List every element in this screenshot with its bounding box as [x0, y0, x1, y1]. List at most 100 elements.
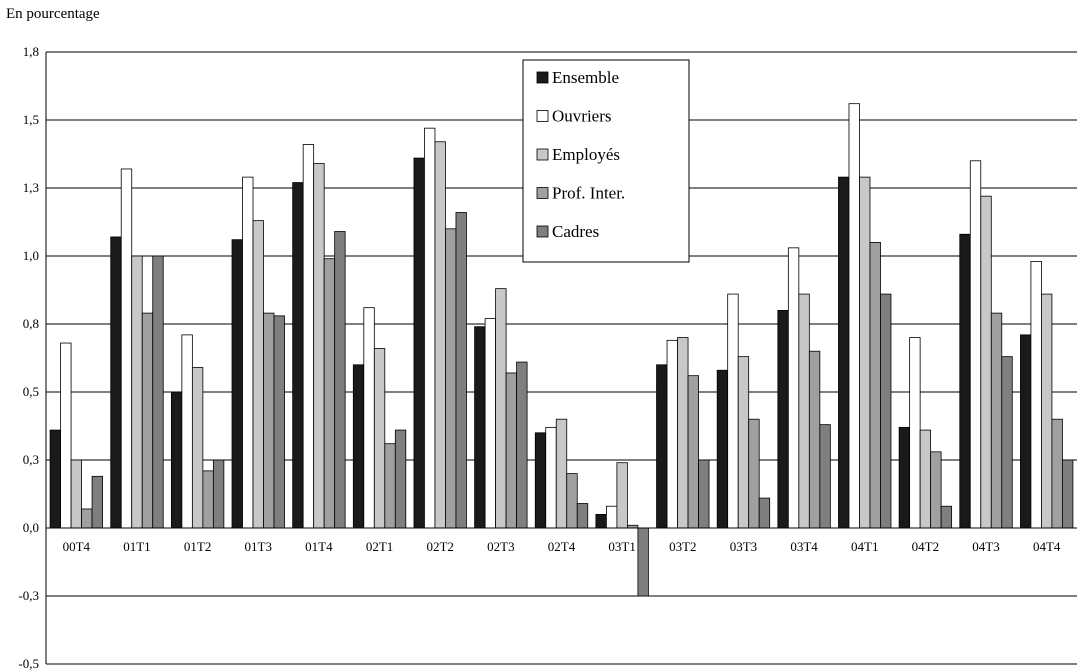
legend-swatch-0: [536, 71, 549, 84]
bar-02T1-2: [373, 348, 386, 529]
bar-04T3-2: [980, 195, 992, 529]
x-tick-label: 02T3: [487, 539, 514, 554]
bar-01T2-4: [212, 459, 225, 529]
bar-04T4-1: [1030, 261, 1042, 529]
bar-03T3-1: [727, 293, 739, 529]
y-tick-label: 1,8: [23, 44, 39, 59]
bar-01T4-0: [292, 182, 304, 529]
bar-02T1-0: [352, 364, 365, 529]
bar-04T4-3: [1051, 418, 1063, 529]
y-tick-label: 0,8: [23, 316, 39, 331]
legend-label: Prof. Inter.: [552, 184, 625, 203]
bar-01T3-4: [273, 315, 285, 529]
bar-03T4-4: [819, 424, 831, 529]
x-tick-label: 02T2: [426, 539, 453, 554]
bar-04T1-3: [869, 241, 881, 529]
bar-04T3-4: [1001, 356, 1013, 529]
bar-03T1-0: [595, 514, 607, 529]
x-tick-label: 01T3: [245, 539, 272, 554]
bar-01T3-3: [263, 312, 275, 529]
x-tick-label: 04T2: [912, 539, 939, 554]
bar-02T3-1: [484, 318, 497, 529]
x-tick-label: 04T1: [851, 539, 878, 554]
bar-04T2-0: [898, 426, 911, 529]
bar-04T1-4: [880, 293, 892, 529]
bar-04T2-2: [919, 429, 932, 529]
bar-02T1-1: [363, 307, 375, 529]
bar-03T1-1: [605, 505, 618, 529]
bar-01T1-3: [141, 312, 154, 529]
bar-01T3-1: [242, 176, 254, 529]
bar-03T3-0: [716, 369, 729, 529]
bar-02T2-1: [424, 127, 436, 529]
bar-04T1-1: [848, 103, 860, 529]
x-tick-label: 03T2: [669, 539, 696, 554]
bar-00T4-2: [70, 459, 82, 529]
bar-03T2-0: [656, 364, 668, 529]
bar-01T3-2: [252, 220, 264, 529]
bar-01T4-2: [313, 163, 325, 529]
x-tick-label: 03T3: [730, 539, 757, 554]
bar-04T4-2: [1041, 293, 1053, 529]
bar-04T3-3: [990, 312, 1003, 529]
y-tick-label: -0,5: [18, 656, 39, 671]
bar-01T4-1: [302, 144, 315, 529]
bar-02T2-2: [434, 141, 446, 529]
legend-label: Employés: [552, 145, 620, 164]
y-tick-label: 1,3: [23, 180, 39, 195]
bar-03T4-2: [798, 293, 810, 529]
bar-03T4-3: [808, 350, 821, 529]
legend-swatch-1: [536, 110, 549, 122]
bar-04T3-1: [969, 160, 982, 529]
legend-label: Cadres: [552, 222, 599, 241]
bar-04T4-0: [1020, 334, 1032, 529]
x-tick-label: 01T2: [184, 539, 211, 554]
y-unit-label: En pourcentage: [6, 6, 100, 22]
bar-01T1-0: [110, 236, 122, 529]
x-tick-label: 01T1: [123, 539, 150, 554]
bar-01T4-4: [334, 231, 346, 529]
bar-01T1-4: [152, 255, 164, 529]
legend-swatch-3: [536, 187, 549, 199]
bar-03T1-2: [616, 462, 628, 529]
bar-04T2-4: [940, 505, 953, 529]
bar-03T2-4: [698, 459, 710, 529]
bar-03T2-1: [666, 339, 678, 529]
legend-label: Ensemble: [552, 68, 619, 87]
bar-01T1-1: [120, 168, 133, 529]
bar-02T3-3: [505, 372, 518, 529]
bar-03T4-0: [777, 309, 789, 529]
bar-04T1-0: [838, 176, 850, 529]
bar-03T3-3: [748, 418, 760, 529]
x-tick-label: 04T3: [972, 539, 999, 554]
bar-02T1-4: [394, 429, 407, 529]
bar-02T2-4: [455, 212, 467, 529]
bar-02T3-4: [516, 361, 528, 529]
x-tick-label: 02T4: [548, 539, 576, 554]
bar-01T4-3: [323, 258, 336, 529]
bar-02T3-0: [474, 326, 486, 529]
bar-03T4-1: [787, 247, 800, 529]
bar-03T2-3: [687, 375, 699, 529]
bar-02T3-2: [495, 288, 507, 529]
legend-swatch-4: [536, 225, 549, 238]
bar-01T3-0: [231, 239, 243, 529]
bar-04T3-0: [959, 233, 971, 529]
bar-03T3-2: [737, 356, 750, 529]
bar-03T1-4: [637, 527, 649, 597]
x-tick-label: 03T1: [608, 539, 635, 554]
x-tick-label: 00T4: [63, 539, 91, 554]
bar-01T2-1: [181, 334, 193, 529]
x-tick-label: 02T1: [366, 539, 393, 554]
bar-04T1-2: [859, 176, 871, 529]
y-tick-label: -0,3: [18, 588, 39, 603]
bar-00T4-0: [49, 429, 61, 529]
bar-00T4-1: [60, 342, 72, 529]
bar-02T4-4: [576, 503, 589, 529]
bar-04T4-4: [1062, 459, 1074, 529]
bar-01T1-2: [131, 255, 143, 529]
x-tick-label: 03T4: [790, 539, 818, 554]
bar-03T2-2: [677, 337, 689, 529]
legend-label: Ouvriers: [552, 107, 611, 126]
